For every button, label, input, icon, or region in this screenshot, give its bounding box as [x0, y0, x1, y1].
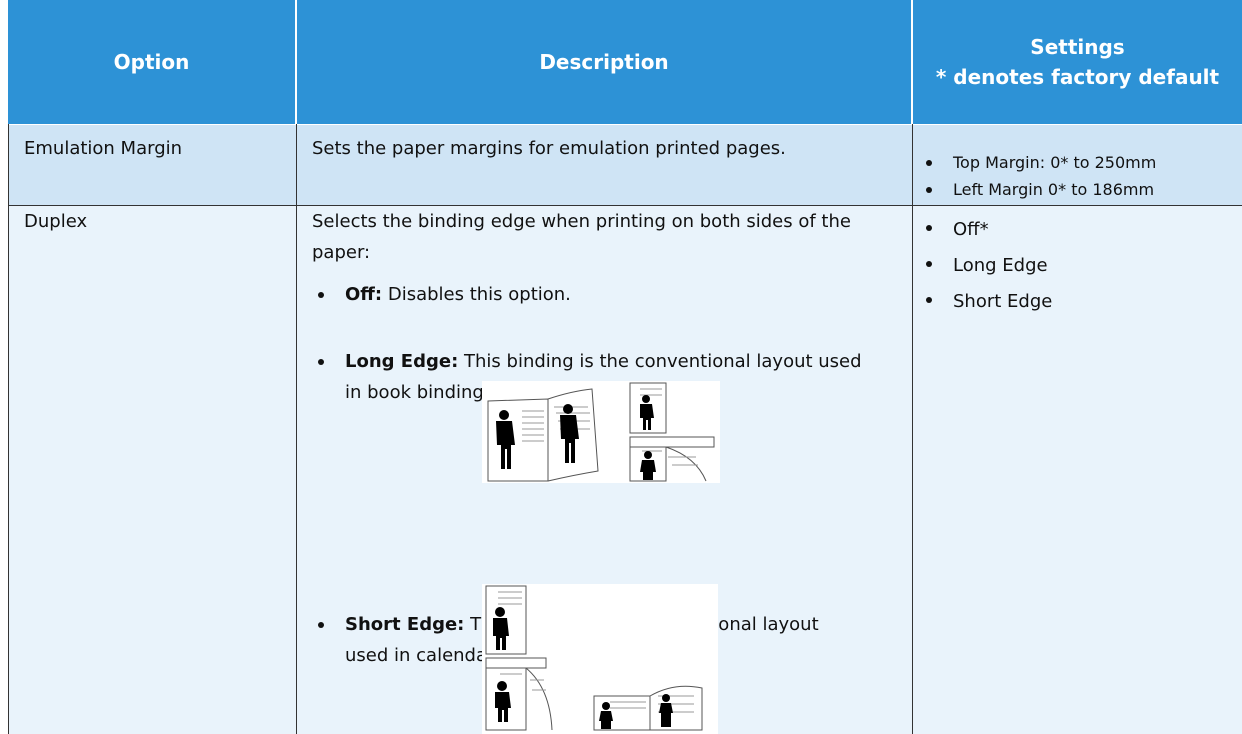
setting: Left Margin 0* to 186mm: [920, 176, 1240, 203]
text: This binding is the conventional layout …: [345, 351, 862, 403]
illustration: [482, 584, 718, 734]
setting: Long Edge: [920, 248, 1240, 284]
term: Short Edge:: [345, 614, 465, 635]
header-cell: Settings * denotes factory default: [913, 0, 1242, 124]
description-intro: Selects the binding edge when printing o…: [312, 211, 851, 263]
list-item: Long Edge: This binding is the conventio…: [312, 346, 865, 408]
text: Disables this option.: [387, 284, 571, 305]
header-line: Settings: [1030, 35, 1125, 59]
settings: Off* Long Edge Short Edge: [920, 212, 1240, 320]
header-cell: Option: [8, 0, 295, 124]
settings: Top Margin: 0* to 250mm Left Margin 0* t…: [920, 149, 1240, 203]
term: Long Edge:: [345, 351, 459, 372]
border: [912, 124, 913, 734]
table: Option Description Settings * denotes fa…: [8, 0, 1242, 734]
border: [8, 124, 9, 734]
list-item: Off: Disables this option.: [312, 279, 865, 310]
description: Sets the paper margins for emulation pri…: [312, 138, 786, 159]
term: Off:: [345, 284, 383, 305]
border: [8, 205, 1242, 206]
setting: Short Edge: [920, 284, 1240, 320]
header-line: * denotes factory default: [935, 65, 1220, 89]
row-bg: [8, 125, 1242, 205]
setting: Off*: [920, 212, 1240, 248]
header-cell: Description: [297, 0, 911, 124]
illustration: [482, 381, 720, 483]
setting: Top Margin: 0* to 250mm: [920, 149, 1240, 176]
option: Duplex: [24, 211, 88, 232]
border: [296, 124, 297, 734]
option: Emulation Margin: [24, 138, 183, 159]
